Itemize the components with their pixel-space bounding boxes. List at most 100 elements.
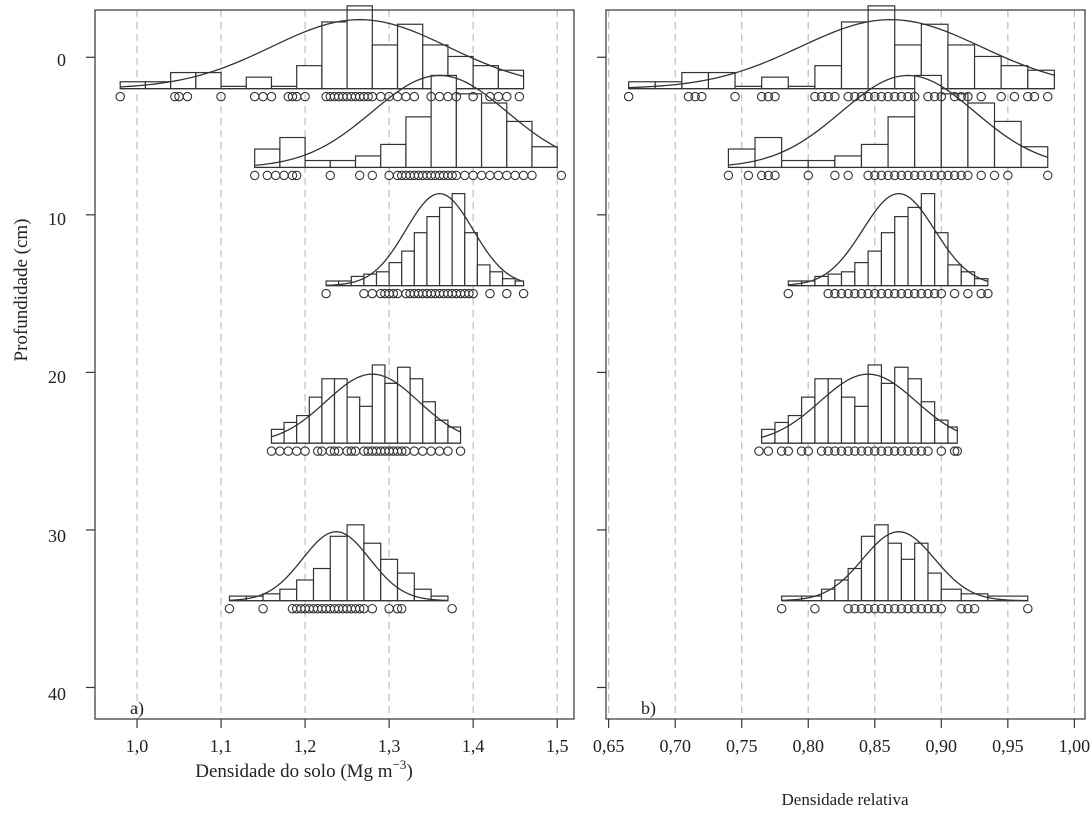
data-point	[776, 603, 787, 614]
data-point	[863, 603, 873, 614]
histogram-bar	[1020, 146, 1049, 169]
data-point	[803, 446, 813, 456]
data-point	[923, 288, 933, 299]
data-point	[903, 170, 913, 181]
data-point	[883, 603, 893, 614]
data-point	[287, 91, 298, 102]
histogram-bar	[304, 159, 331, 169]
x-tick-label: 1,00	[1059, 736, 1091, 756]
data-point	[266, 91, 277, 102]
data-point	[876, 170, 887, 181]
histogram-bar	[354, 155, 382, 169]
data-point	[1009, 91, 1020, 102]
histogram-bar	[279, 136, 306, 169]
histogram-bar	[814, 65, 843, 90]
x-tick-label: 0,75	[726, 736, 758, 756]
data-point	[426, 446, 436, 456]
data-point	[936, 91, 947, 102]
data-point	[346, 446, 357, 456]
data-point	[396, 446, 407, 456]
data-point	[623, 91, 634, 102]
data-point	[830, 170, 840, 181]
histogram-bar	[1027, 69, 1055, 90]
histogram-bar	[396, 366, 411, 444]
data-point	[367, 170, 378, 181]
data-point	[443, 446, 453, 456]
data-point	[690, 91, 700, 102]
data-point	[756, 170, 767, 181]
data-point	[447, 603, 457, 614]
tick-marks: 0,65 0,70 0,75 0,80 0,85 0,90 0,95 1,00	[593, 56, 1091, 756]
data-point	[392, 91, 403, 102]
y-tick-label: 30	[48, 526, 66, 546]
data-point	[976, 170, 986, 181]
data-point	[936, 170, 947, 181]
histogram-bar	[413, 232, 428, 287]
data-point	[903, 446, 913, 456]
data-point	[863, 446, 873, 456]
data-point	[870, 446, 880, 456]
data-point	[956, 91, 967, 102]
data-point	[850, 603, 860, 614]
data-point	[493, 170, 504, 181]
histogram-bar	[947, 44, 976, 90]
data-point	[896, 170, 907, 181]
data-point	[464, 288, 474, 299]
histogram-bar	[388, 262, 403, 287]
histogram-bar	[920, 193, 936, 287]
data-point	[963, 603, 973, 614]
data-point	[870, 288, 880, 299]
panel-a: 1,0 1,1 1,2 1,3 1,4 1,5 a) Densidade do solo …	[86, 5, 575, 782]
histogram-bar	[993, 120, 1022, 169]
data-point	[754, 446, 764, 456]
data-point	[876, 603, 887, 614]
histogram-bar	[934, 419, 949, 444]
histogram-bar	[914, 74, 942, 169]
panel-b: 0,65 0,70 0,75 0,80 0,85 0,90 0,95 1,00 b) Dens…	[593, 5, 1091, 809]
data-point	[388, 288, 399, 299]
histogram-bar	[774, 421, 789, 444]
histogram-bar	[346, 396, 361, 444]
data-point	[216, 91, 226, 102]
data-point	[916, 170, 927, 181]
data-point	[1023, 91, 1033, 102]
histograms	[628, 5, 1055, 602]
histogram-bar	[359, 405, 373, 444]
data-point	[287, 170, 298, 181]
histogram-bar	[380, 143, 407, 169]
data-point	[527, 170, 537, 181]
histogram-bar	[787, 414, 803, 444]
plot-frame	[94, 9, 575, 720]
data-point	[291, 170, 302, 181]
histogram-bar	[296, 414, 310, 444]
data-point	[916, 288, 927, 299]
histogram-bar	[927, 572, 942, 602]
histogram-bar	[973, 278, 989, 287]
data-point	[300, 446, 310, 456]
data-point	[843, 446, 853, 456]
data-point	[485, 288, 495, 299]
data-point	[896, 288, 907, 299]
data-point	[909, 170, 920, 181]
data-point	[876, 446, 887, 456]
y-tick-label: 10	[48, 209, 66, 229]
histogram-bar	[947, 264, 962, 287]
histogram-bar	[346, 524, 365, 602]
tick-marks: 1,0 1,1 1,2 1,3 1,4 1,5	[86, 56, 568, 756]
data-point	[823, 288, 833, 299]
data-point	[783, 288, 794, 299]
density-curve	[229, 531, 448, 602]
histogram-bar	[346, 5, 373, 90]
data-point	[502, 170, 512, 181]
data-point	[300, 91, 310, 102]
x-axis-label-main: Densidade do solo (Mg m	[195, 761, 393, 782]
data-point	[863, 288, 873, 299]
data-point	[923, 446, 933, 456]
data-point	[249, 170, 260, 181]
histogram-bar	[422, 401, 436, 444]
data-point	[468, 288, 478, 299]
data-point	[510, 170, 520, 181]
data-point	[956, 603, 967, 614]
panel-label: b)	[641, 698, 656, 719]
histogram-bar	[455, 93, 483, 169]
